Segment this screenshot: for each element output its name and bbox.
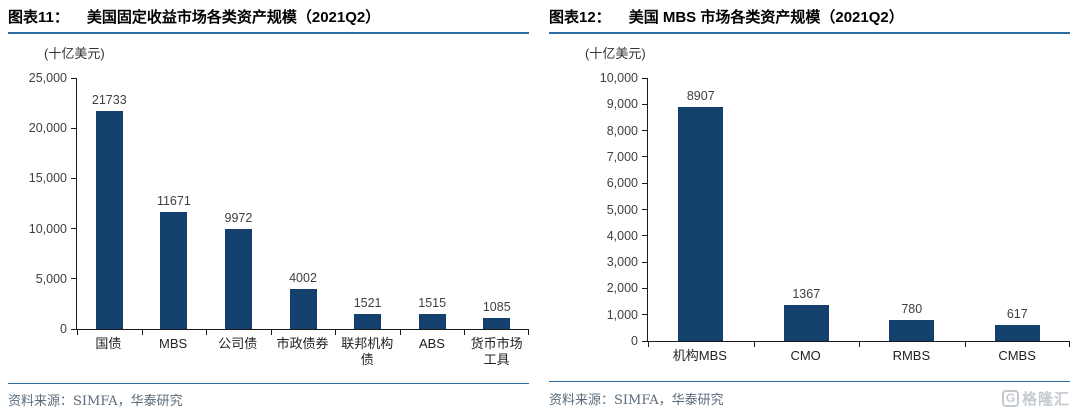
gelonghui-logo-text: 格隆汇 — [1021, 391, 1070, 408]
bar-value-label: 4002 — [289, 271, 317, 285]
figure-11-label: 图表11： — [8, 9, 69, 26]
x-axis-tick — [77, 330, 78, 335]
bar-slot: 780 — [859, 78, 965, 341]
x-axis-tick — [753, 342, 755, 347]
x-axis-tick — [270, 330, 272, 335]
bar-slot: 1521 — [335, 78, 400, 329]
x-axis-tick — [528, 330, 529, 335]
x-axis-tick — [335, 330, 337, 335]
bar — [418, 314, 446, 329]
bar-value-label: 11671 — [156, 194, 191, 208]
x-axis-tick — [206, 330, 208, 335]
bar-slot: 9972 — [206, 78, 271, 329]
figure-12-footer: 资料来源：SIMFA，华泰研究 G 格隆汇 — [549, 381, 1070, 409]
bar-value-label: 9972 — [224, 211, 253, 225]
x-axis-tick — [141, 330, 143, 335]
x-axis-tick — [859, 342, 860, 347]
bar-slot: 11671 — [142, 78, 207, 329]
bar-value-label: 1367 — [792, 287, 821, 301]
source-note-right: 资料来源：SIMFA，华泰研究 — [549, 393, 724, 408]
bar-chart-us-fixed-income: 0 5,000 10,000 15,000 20,000 25,000 21733 11671… — [8, 71, 529, 369]
x-axis-tick — [399, 330, 401, 335]
x-axis-tick — [648, 342, 649, 347]
bar — [994, 325, 1040, 341]
y-axis-tick: 0 — [631, 334, 647, 348]
y-axis-tick: 8,000 — [607, 124, 647, 138]
x-axis-tick — [964, 342, 966, 347]
y-axis-tick: 15,000 — [29, 171, 76, 185]
figure-11-title: 美国固定收益市场各类资产规模（2021Q2） — [86, 9, 381, 26]
bar-value-label: 617 — [1006, 307, 1028, 321]
bar-value-label: 780 — [901, 302, 923, 316]
figure-12-header: 图表12： 美国 MBS 市场各类资产规模（2021Q2） — [549, 6, 1070, 34]
x-axis-tick — [464, 330, 466, 335]
figure-12-label: 图表12： — [549, 9, 611, 26]
bar-value-label: 1521 — [353, 296, 382, 310]
y-axis-tick: 6,000 — [607, 176, 647, 190]
bar-slot: 21733 — [77, 78, 142, 329]
x-axis-category-label: 联邦机构 债 — [341, 336, 394, 368]
bar-slot: 617 — [965, 78, 1071, 341]
x-axis-category-label: 机构MBS — [672, 348, 727, 363]
bar — [354, 314, 382, 329]
y-axis-tick: 0 — [60, 322, 76, 336]
figure-12-panel: 图表12： 美国 MBS 市场各类资产规模（2021Q2） (十亿美元) 0 1,0… — [549, 6, 1070, 409]
y-axis-tick: 1,000 — [607, 308, 647, 322]
y-axis-tick: 10,000 — [600, 71, 647, 85]
bar — [160, 212, 188, 329]
x-axis-tick — [1069, 342, 1070, 347]
x-axis-category-label: RMBS — [892, 348, 931, 363]
gelonghui-watermark-logo: G 格隆汇 — [1001, 388, 1070, 409]
y-axis-tick: 20,000 — [29, 121, 76, 135]
y-axis-tick: 5,000 — [36, 272, 76, 286]
x-axis-category-label: 国债 — [95, 336, 122, 351]
bar-chart-us-mbs: 0 1,000 2,000 3,000 4,000 5,000 6,000 7,000 8,00… — [549, 71, 1071, 364]
figure-11-footer: 资料来源：SIMFA，华泰研究 — [8, 383, 529, 409]
bar-slot: 1367 — [754, 78, 860, 341]
bar — [289, 289, 317, 329]
bar-value-label: 1515 — [418, 296, 447, 310]
figure-12-title: 美国 MBS 市场各类资产规模（2021Q2） — [628, 9, 904, 26]
y-axis-tick: 7,000 — [607, 150, 647, 164]
x-axis-category-label: 市政债券 — [276, 336, 329, 351]
y-axis-tick: 10,000 — [29, 222, 76, 236]
x-axis-category-label: CMBS — [998, 348, 1036, 363]
x-axis-category-label: CMO — [790, 348, 821, 363]
bar — [889, 320, 935, 341]
bar-slot: 1515 — [400, 78, 465, 329]
bar-slot: 1085 — [464, 78, 529, 329]
y-axis-tick: 2,000 — [607, 281, 647, 295]
x-axis-category-label: ABS — [418, 336, 445, 351]
y-axis-tick: 5,000 — [607, 203, 647, 217]
x-axis-category-label: 公司债 — [218, 336, 258, 351]
bar — [95, 111, 123, 329]
bar — [783, 305, 829, 341]
figure-11-panel: 图表11： 美国固定收益市场各类资产规模（2021Q2） (十亿美元) 0 5,00… — [8, 6, 529, 409]
bar-slot: 4002 — [271, 78, 336, 329]
y-axis-tick: 4,000 — [607, 229, 647, 243]
bar — [678, 107, 724, 341]
y-axis-tick: 25,000 — [29, 71, 76, 85]
y-axis-tick: 9,000 — [607, 97, 647, 111]
source-note-left: 资料来源：SIMFA，华泰研究 — [8, 394, 183, 409]
bar-value-label: 8907 — [686, 89, 715, 103]
x-axis-category-label: MBS — [158, 336, 188, 351]
bar-value-label: 21733 — [91, 93, 127, 107]
bar — [483, 318, 511, 329]
bar-value-label: 1085 — [482, 300, 511, 314]
y-axis-unit-right: (十亿美元) — [585, 46, 646, 61]
x-axis-category-label: 货币市场 工具 — [470, 336, 523, 368]
y-axis-unit-left: (十亿美元) — [44, 46, 105, 61]
bar — [224, 229, 252, 329]
y-axis-tick: 3,000 — [607, 255, 647, 269]
bar-slot: 8907 — [648, 78, 754, 341]
gelonghui-logo-icon: G — [1001, 390, 1019, 407]
figure-11-header: 图表11： 美国固定收益市场各类资产规模（2021Q2） — [8, 6, 529, 34]
